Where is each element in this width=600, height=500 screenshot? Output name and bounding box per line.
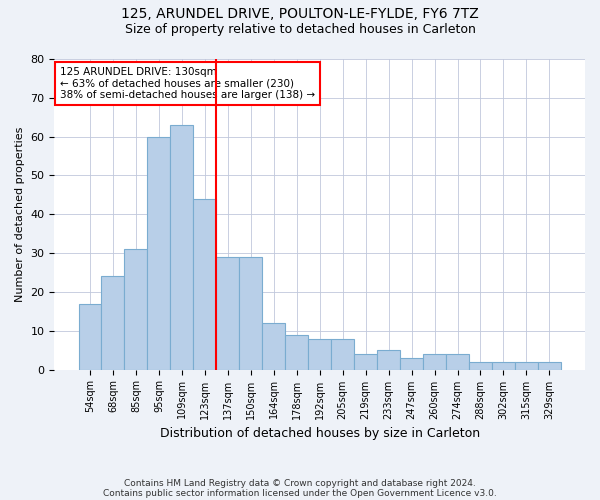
Text: 125, ARUNDEL DRIVE, POULTON-LE-FYLDE, FY6 7TZ: 125, ARUNDEL DRIVE, POULTON-LE-FYLDE, FY… bbox=[121, 8, 479, 22]
X-axis label: Distribution of detached houses by size in Carleton: Distribution of detached houses by size … bbox=[160, 427, 480, 440]
Bar bbox=[148, 136, 170, 370]
Bar bbox=[331, 338, 354, 370]
Bar bbox=[217, 257, 239, 370]
Bar bbox=[400, 358, 423, 370]
Bar bbox=[423, 354, 446, 370]
Bar bbox=[193, 199, 217, 370]
Bar bbox=[262, 323, 285, 370]
Bar bbox=[469, 362, 492, 370]
Bar bbox=[538, 362, 561, 370]
Text: Contains HM Land Registry data © Crown copyright and database right 2024.: Contains HM Land Registry data © Crown c… bbox=[124, 478, 476, 488]
Y-axis label: Number of detached properties: Number of detached properties bbox=[15, 126, 25, 302]
Bar bbox=[124, 249, 148, 370]
Text: Contains public sector information licensed under the Open Government Licence v3: Contains public sector information licen… bbox=[103, 488, 497, 498]
Bar bbox=[239, 257, 262, 370]
Bar bbox=[170, 125, 193, 370]
Text: Size of property relative to detached houses in Carleton: Size of property relative to detached ho… bbox=[125, 22, 475, 36]
Bar bbox=[446, 354, 469, 370]
Text: 125 ARUNDEL DRIVE: 130sqm
← 63% of detached houses are smaller (230)
38% of semi: 125 ARUNDEL DRIVE: 130sqm ← 63% of detac… bbox=[60, 67, 315, 100]
Bar bbox=[79, 304, 101, 370]
Bar bbox=[285, 334, 308, 370]
Bar bbox=[354, 354, 377, 370]
Bar bbox=[101, 276, 124, 370]
Bar bbox=[308, 338, 331, 370]
Bar bbox=[492, 362, 515, 370]
Bar bbox=[377, 350, 400, 370]
Bar bbox=[515, 362, 538, 370]
